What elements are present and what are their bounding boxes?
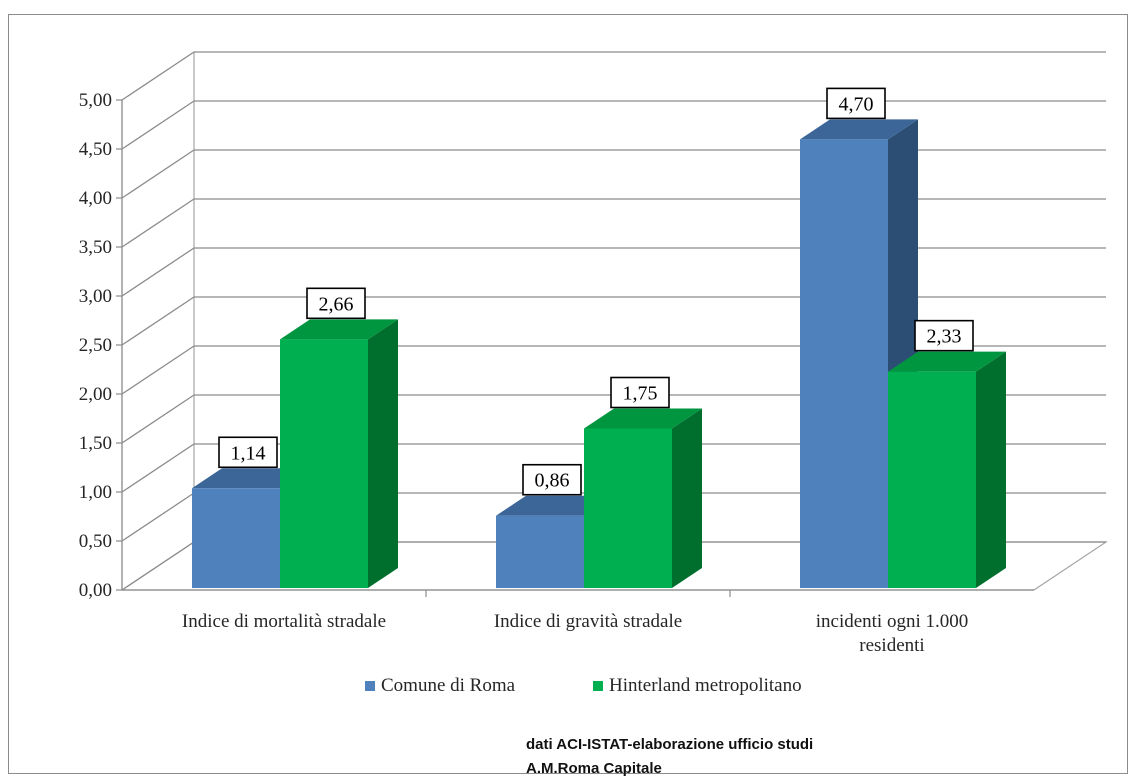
bar-top	[800, 119, 918, 140]
category-label: residenti	[859, 635, 924, 656]
legend: Comune di Roma Hinterland metropolitano	[365, 675, 802, 696]
bar	[800, 139, 888, 588]
gridline	[121, 100, 1106, 150]
category-labels: Indice di mortalità stradale Indice di gr…	[182, 611, 968, 656]
bar	[280, 339, 368, 588]
data-label: 2,33	[927, 326, 962, 348]
bar	[888, 371, 976, 588]
legend-label: Hinterland metropolitano	[609, 675, 802, 696]
bar	[584, 428, 672, 588]
bars	[192, 119, 1006, 589]
y-tick-label: 2,50	[79, 335, 112, 356]
y-tick-label: 1,00	[79, 482, 112, 503]
legend-swatch	[365, 681, 375, 691]
data-label: 1,14	[231, 442, 266, 464]
y-tick-label: 3,50	[79, 237, 112, 258]
y-tick-label: 3,00	[79, 286, 112, 307]
y-tick-label: 5,00	[79, 90, 112, 111]
category-label: Indice di gravità stradale	[494, 611, 682, 632]
bar	[496, 515, 584, 588]
bar-top	[584, 408, 702, 429]
legend-label: Comune di Roma	[381, 675, 516, 696]
bar-chart: 0,00 0,50 1,00 1,50 2,00 2,50 3,00 3,50 4,00 4,50…	[79, 51, 1108, 696]
y-tick-label: 0,00	[79, 580, 112, 601]
axes	[116, 99, 1034, 597]
y-tick-label: 4,00	[79, 188, 112, 209]
category-label: Indice di mortalità stradale	[182, 611, 386, 632]
chart-frame: 0,00 0,50 1,00 1,50 2,00 2,50 3,00 3,50 4,00 4,50…	[8, 14, 1128, 777]
data-label-box	[826, 87, 886, 120]
source-note-line1: dati ACI-ISTAT-elaborazione ufficio stud…	[526, 736, 814, 753]
y-tick-label: 1,50	[79, 433, 112, 454]
bar-top	[280, 319, 398, 340]
data-labels: 1,14 2,66 0,86 1,75 4,70 2,33	[218, 87, 974, 496]
bar-side	[976, 351, 1006, 588]
legend-swatch	[593, 681, 603, 691]
data-label: 1,75	[623, 383, 658, 405]
y-tick-label: 2,00	[79, 384, 112, 405]
y-tick-labels: 0,00 0,50 1,00 1,50 2,00 2,50 3,00 3,50 4,00 4,50…	[79, 90, 112, 601]
data-label-box	[610, 376, 670, 409]
gridline	[121, 149, 1106, 199]
gridline	[121, 198, 1106, 248]
data-label-box	[522, 463, 582, 496]
source-note: dati ACI-ISTAT-elaborazione ufficio stud…	[526, 733, 1026, 781]
data-label: 2,66	[319, 293, 354, 315]
bar	[192, 488, 280, 588]
bar-top	[888, 351, 1006, 372]
data-label-box	[914, 319, 974, 352]
data-label: 4,70	[839, 93, 874, 115]
data-label-box	[218, 436, 278, 469]
gridline	[121, 51, 1106, 101]
y-tick-label: 4,50	[79, 139, 112, 160]
gridline	[121, 247, 1106, 297]
y-tick-label: 0,50	[79, 531, 112, 552]
data-label: 0,86	[535, 470, 570, 492]
bar-side	[672, 408, 702, 588]
data-label-box	[306, 287, 366, 320]
source-note-line2: A.M.Roma Capitale	[526, 760, 662, 777]
category-label: incidenti ogni 1.000	[816, 611, 969, 632]
bar-side	[368, 319, 398, 588]
